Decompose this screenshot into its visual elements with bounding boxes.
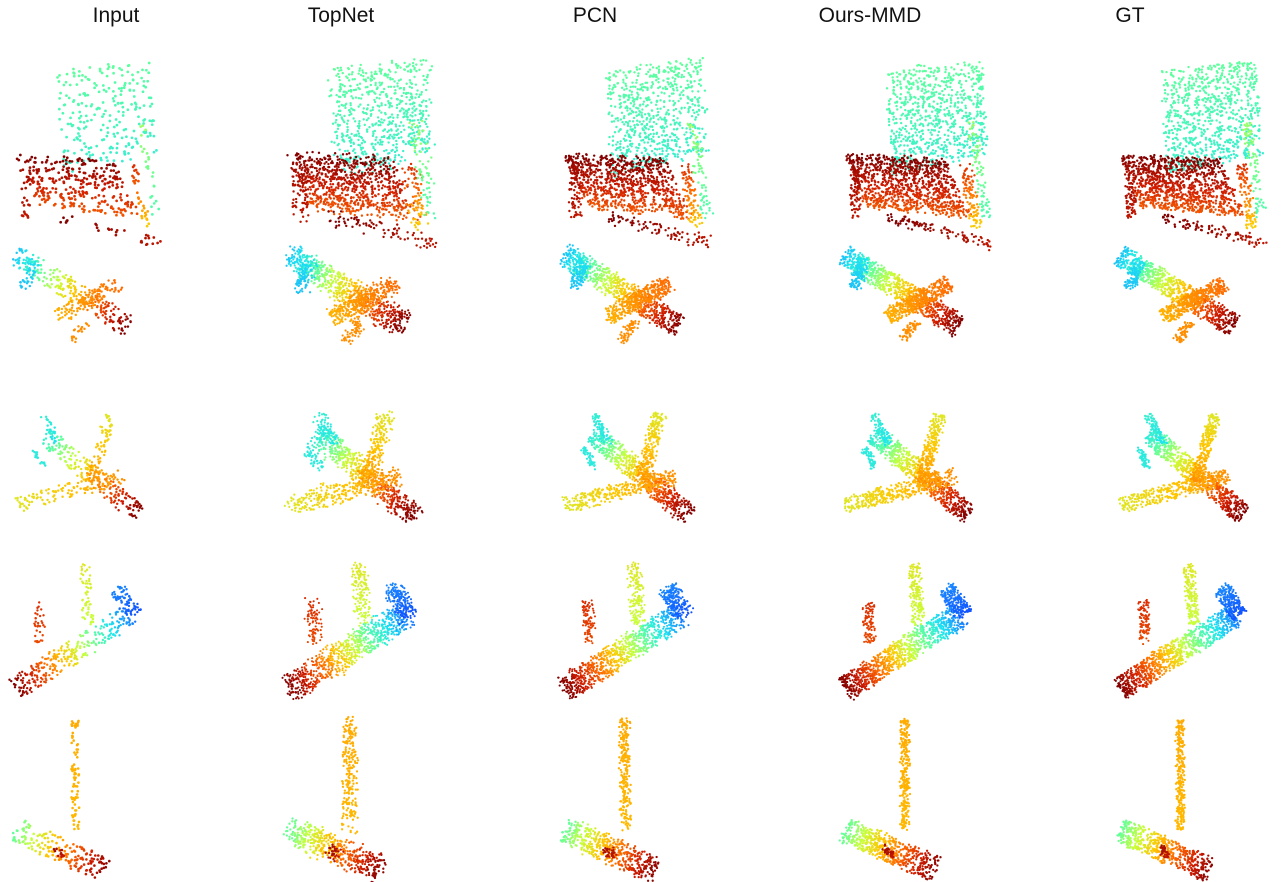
point-cloud-r3-topnet — [284, 410, 424, 523]
point-cloud-r5-input — [12, 720, 111, 879]
point-cloud-r3-pcn — [561, 412, 695, 523]
point-cloud-r4-topnet — [281, 562, 417, 700]
point-cloud-r1-input — [16, 62, 162, 246]
point-cloud-r1-pcn — [564, 57, 714, 248]
point-cloud-r4-ours-mmd — [838, 562, 972, 700]
point-cloud-r4-input — [8, 563, 142, 697]
point-cloud-r1-topnet — [286, 58, 437, 249]
point-cloud-r3-input — [14, 414, 143, 519]
point-cloud-r2-pcn — [559, 244, 684, 345]
point-cloud-r2-ours-mmd — [839, 246, 964, 342]
point-cloud-r1-ours-mmd — [845, 61, 991, 251]
point-cloud-r2-input — [12, 248, 132, 344]
point-cloud-r5-pcn — [560, 717, 660, 882]
point-cloud-r5-gt — [1116, 719, 1213, 881]
point-cloud-r3-ours-mmd — [844, 413, 973, 523]
point-cloud-r5-ours-mmd — [839, 718, 942, 881]
point-cloud-r4-pcn — [557, 561, 694, 699]
point-cloud-r5-topnet — [283, 716, 387, 882]
point-cloud-r3-gt — [1118, 413, 1249, 522]
point-cloud-r4-gt — [1114, 563, 1248, 699]
point-cloud-r2-topnet — [285, 245, 411, 345]
point-cloud-r2-gt — [1113, 246, 1240, 344]
point-cloud-r1-gt — [1121, 61, 1268, 248]
